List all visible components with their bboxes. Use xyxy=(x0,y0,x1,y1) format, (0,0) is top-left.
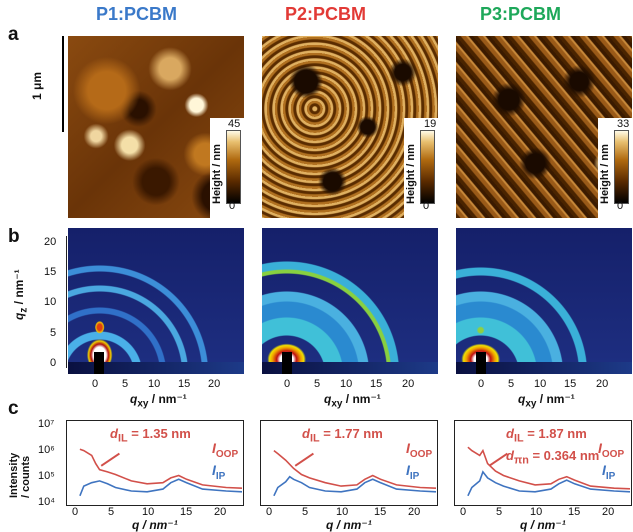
giwaxs-xlabel-p2: qxy / nm⁻¹ xyxy=(324,392,381,410)
annotation-dil-p3: dIL = 1.87 nm xyxy=(506,426,587,445)
label-iip-p3: IIP xyxy=(602,462,616,482)
giwaxs-ylabel: qz / nm⁻¹ xyxy=(12,269,30,320)
profile-plot-p1 xyxy=(66,420,244,506)
plot-frame xyxy=(66,420,244,506)
profile-xlabel-p3: q / nm⁻¹ xyxy=(520,518,566,532)
profile-ytick-1e6: 10⁶ xyxy=(38,444,55,456)
label-iip-p2: IIP xyxy=(406,462,420,482)
title-p1: P1:PCBM xyxy=(96,4,178,24)
profile-plot-p3 xyxy=(454,420,632,506)
plot-frame xyxy=(260,420,438,506)
annotation-dil-p2: dIL = 1.77 nm xyxy=(302,426,383,445)
label-ioop-p3: IOOP xyxy=(598,440,625,460)
giwaxs-image-p1 xyxy=(68,228,244,374)
giwaxs-xlabel-p3: qxy / nm⁻¹ xyxy=(518,392,575,410)
profile-xticks-p1: 0 5 10 15 20 xyxy=(72,506,227,518)
profile-xticks-p2: 0 5 10 15 20 xyxy=(266,506,421,518)
profile-plot-p2 xyxy=(260,420,438,506)
giwaxs-horizon-p2 xyxy=(262,362,438,374)
panel-label-b: b xyxy=(8,226,20,247)
giwaxs-y-axis xyxy=(66,236,67,368)
giwaxs-horizon-p3 xyxy=(456,362,632,374)
profile-ylabel: Intensity / counts xyxy=(8,452,32,498)
panel-label-a: a xyxy=(8,24,19,45)
title-p2: P2:PCBM xyxy=(285,4,367,24)
profile-xlabel-p1: q / nm⁻¹ xyxy=(132,518,178,532)
giwaxs-horizon-p1 xyxy=(68,362,244,374)
colorbar-label-p1: Height / nm xyxy=(211,144,223,204)
series-ioop-line xyxy=(79,448,243,489)
annotation-dil-p1: dIL = 1.35 nm xyxy=(110,426,191,445)
giwaxs-xticks-p3: 0 5 10 15 20 xyxy=(478,378,609,390)
annotation-arrow xyxy=(488,452,508,467)
colorbar-min-p3: 0 xyxy=(617,200,624,212)
annotation-arrow xyxy=(294,452,314,467)
profile-ytick-1e7: 10⁷ xyxy=(38,418,55,430)
scale-bar-label: 1 μm xyxy=(30,71,44,100)
series-iip-line xyxy=(273,475,437,497)
annotation-arrow xyxy=(100,452,120,467)
giwaxs-ytick-10: 10 xyxy=(44,296,57,308)
giwaxs-ytick-20: 20 xyxy=(44,236,57,248)
giwaxs-ytick-5: 5 xyxy=(50,327,57,339)
profile-xlabel-p2: q / nm⁻¹ xyxy=(326,518,372,532)
giwaxs-ytick-15: 15 xyxy=(44,266,57,278)
colorbar-label-p2: Height / nm xyxy=(405,144,417,204)
colorbar-max-p3: 33 xyxy=(617,118,630,130)
plot-frame xyxy=(454,420,632,506)
colorbar-max-p2: 19 xyxy=(424,118,437,130)
giwaxs-ytick-0: 0 xyxy=(50,357,57,369)
giwaxs-image-p2 xyxy=(262,228,438,374)
colorbar-p2 xyxy=(420,130,435,204)
label-iip-p1: IIP xyxy=(212,462,226,482)
series-iip-line xyxy=(467,470,631,497)
scale-bar xyxy=(62,36,64,132)
colorbar-p1 xyxy=(226,130,241,204)
profile-ytick-1e5: 10⁵ xyxy=(38,470,55,482)
panel-label-c: c xyxy=(8,398,19,419)
label-ioop-p2: IOOP xyxy=(406,440,433,460)
giwaxs-xlabel-p1: qxy / nm⁻¹ xyxy=(130,392,187,410)
colorbar-p3 xyxy=(614,130,629,204)
beamstop-p1 xyxy=(94,352,104,374)
giwaxs-xticks-p2: 0 5 10 15 20 xyxy=(284,378,415,390)
title-p3: P3:PCBM xyxy=(480,4,562,24)
giwaxs-xticks-p1: 0 5 10 15 20 xyxy=(92,378,221,390)
label-ioop-p1: IOOP xyxy=(212,440,239,460)
beamstop-p3 xyxy=(476,352,486,374)
series-ioop-line xyxy=(467,446,631,490)
annotation-dpp-p3: dπn = 0.364 nm xyxy=(506,448,600,467)
colorbar-min-p1: 0 xyxy=(229,200,236,212)
series-ioop-line xyxy=(273,449,437,489)
colorbar-label-p3: Height / nm xyxy=(599,144,611,204)
profile-ytick-1e4: 10⁴ xyxy=(38,496,55,508)
colorbar-max-p1: 45 xyxy=(228,118,241,130)
series-iip-line xyxy=(79,478,243,497)
giwaxs-image-p3 xyxy=(456,228,632,374)
beamstop-p2 xyxy=(282,352,292,374)
colorbar-min-p2: 0 xyxy=(423,200,430,212)
profile-xticks-p3: 0 5 10 15 20 xyxy=(460,506,615,518)
